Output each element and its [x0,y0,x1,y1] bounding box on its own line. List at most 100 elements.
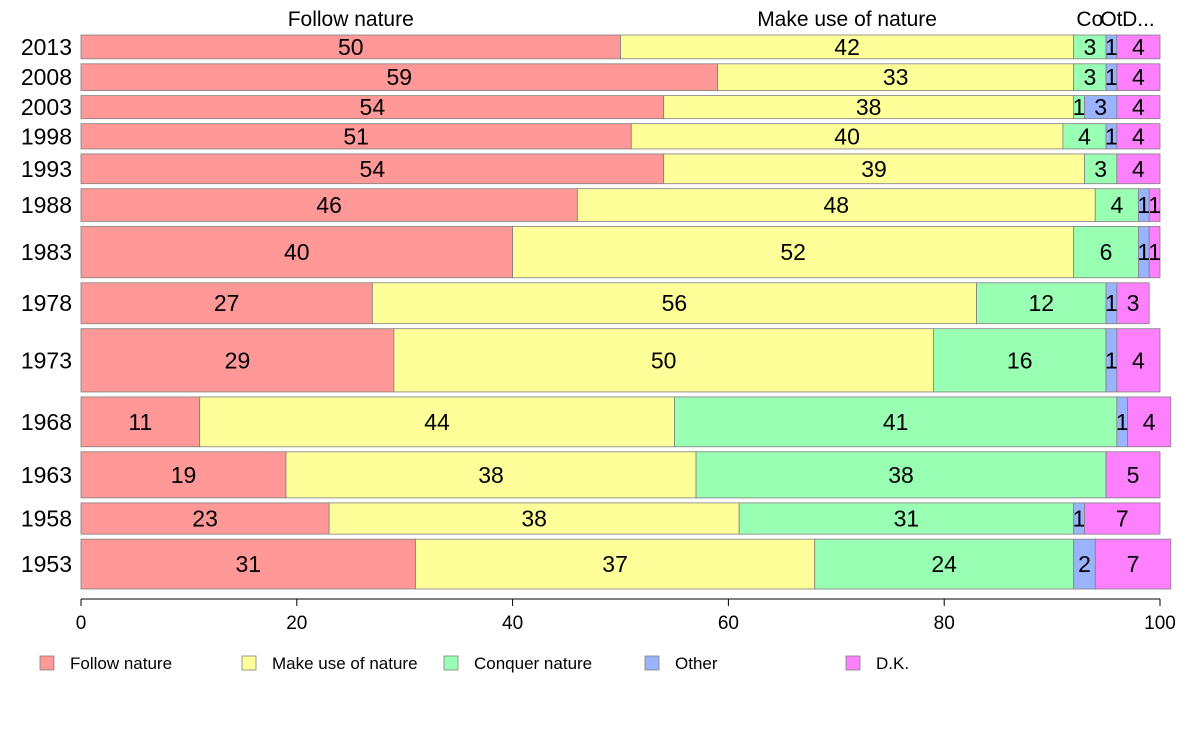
bars-group: 50 42 3 1 459 33 3 1 454 38 1 3 451 40 4 1 454 39 3 446 48 4 1… [80,34,1172,590]
data-label: 38 [856,94,882,120]
bar-segment [695,451,1107,499]
data-label: 2 [1078,551,1091,577]
data-label: 1 [1105,34,1118,60]
data-label: 56 [662,290,688,316]
bar-segment [976,282,1107,325]
bar-segment [512,226,1075,279]
y-tick-label: 2013 [21,34,72,60]
data-label: 1 [1148,192,1161,218]
data-label: 1 [1073,506,1086,532]
y-tick-label: 1988 [21,192,72,218]
bar-segment [1148,226,1161,279]
bar-segment [1084,153,1118,185]
data-label: 7 [1116,506,1129,532]
data-label: 1 [1137,192,1150,218]
legend-label: Conquer nature [474,654,592,673]
top-series-label: Follow nature [288,8,414,31]
data-label: 23 [192,506,218,532]
bar-segment [630,123,1064,150]
y-tick-label: 1958 [21,506,72,532]
bar-segment [1116,328,1161,393]
bar-segment [663,153,1085,185]
data-label: 1 [1137,239,1150,265]
data-label: 1 [1105,64,1118,90]
data-label: 40 [834,123,860,149]
data-label: 42 [834,34,860,60]
bar-segment [285,451,697,499]
data-label: 3 [1127,290,1140,316]
y-tick-label: 1963 [21,462,72,488]
x-tick-label: 60 [718,613,739,634]
bar-segment [1073,226,1139,279]
bar-segment [1116,282,1150,325]
bar-segment [80,226,514,279]
bar-segment [1073,63,1107,91]
data-label: 41 [883,409,909,435]
y-tick-label: 2008 [21,64,72,90]
bar-segment [1094,538,1172,590]
bar-segment [80,282,373,325]
y-tick-label: 1978 [21,290,72,316]
bar-segment [1116,95,1161,120]
bar-segment [80,123,632,150]
data-label: 3 [1094,156,1107,182]
bar-segment [1116,153,1161,185]
bar-segment [717,63,1075,91]
data-label: 38 [888,462,914,488]
data-label: 1 [1148,239,1161,265]
top-series-label: Make use of nature [757,8,937,31]
bar-segment [415,538,816,590]
data-label: 38 [478,462,504,488]
legend-label: D.K. [876,654,909,673]
y-tick-label: 2003 [21,94,72,120]
data-label: 3 [1094,94,1107,120]
bar-segment [1116,34,1161,60]
data-label: 38 [521,506,547,532]
x-tick-label: 100 [1144,613,1176,634]
y-tick-label: 1983 [21,239,72,265]
data-label: 40 [284,239,310,265]
data-label: 39 [861,156,887,182]
bar-segment [1127,396,1172,448]
data-label: 4 [1132,64,1145,90]
bar-segment [80,188,578,222]
data-label: 1 [1105,347,1118,373]
data-label: 4 [1132,34,1145,60]
data-label: 31 [894,506,920,532]
data-label: 54 [360,94,386,120]
x-tick-label: 40 [502,613,523,634]
bar-segment [814,538,1075,590]
data-label: 27 [214,290,240,316]
data-label: 4 [1143,409,1156,435]
data-label: 31 [235,551,261,577]
x-tick-label: 20 [286,613,307,634]
data-label: 44 [424,409,450,435]
data-label: 1 [1073,94,1086,120]
top-series-label: Co [1076,8,1103,31]
data-label: 1 [1116,409,1129,435]
bar-segment [1116,123,1161,150]
data-label: 7 [1127,551,1140,577]
legend-label: Make use of nature [272,654,418,673]
data-label: 29 [225,347,251,373]
top-series-label: Ot [1100,8,1122,31]
data-label: 5 [1127,462,1140,488]
bar-segment [80,396,201,448]
bar-segment [80,153,665,185]
data-label: 1 [1105,290,1118,316]
bar-segment [80,63,719,91]
bar-segment [80,451,287,499]
bar-segment [674,396,1118,448]
legend: Follow nature Make use of nature Conquer n… [39,654,909,673]
data-label: 48 [824,192,850,218]
data-label: 24 [931,551,957,577]
x-tick-label: 0 [76,613,87,634]
x-axis: 0 20 40 60 80 100 [76,598,1176,634]
data-label: 12 [1029,290,1055,316]
bar-segment [1105,451,1161,499]
legend-label: Follow nature [70,654,172,673]
data-label: 50 [651,347,677,373]
y-tick-label: 1953 [21,551,72,577]
